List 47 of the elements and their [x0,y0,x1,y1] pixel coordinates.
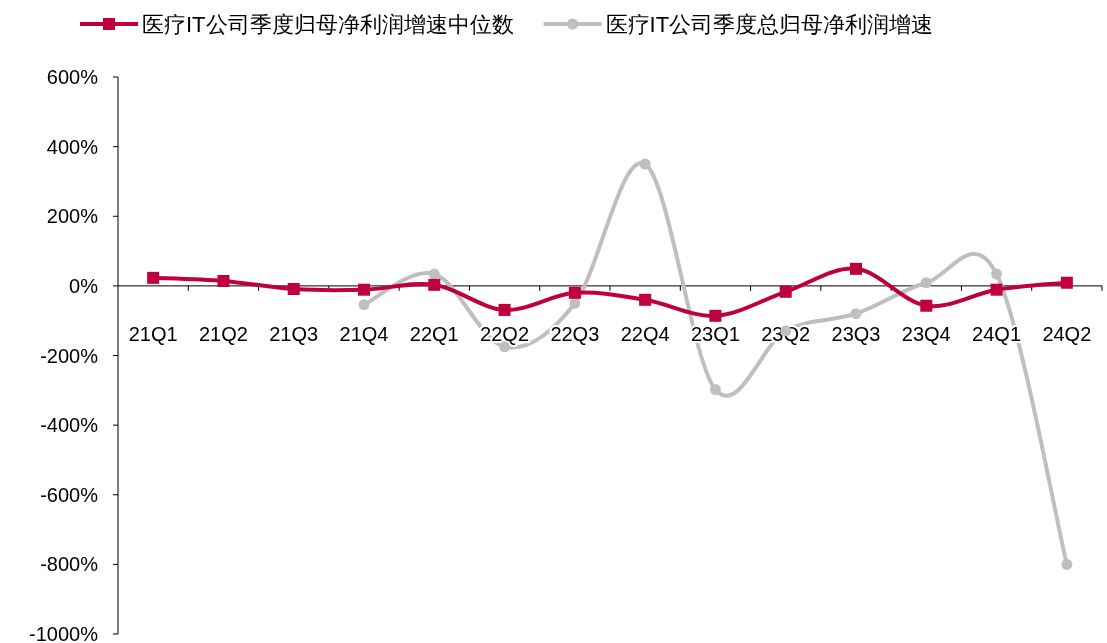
point [147,271,160,284]
x-tick-label: 23Q3 [831,322,881,345]
y-tick-label: -400% [40,414,99,437]
y-tick-label: 200% [46,205,99,228]
legend-label: 医疗IT公司季度归母净利润增速中位数 [142,12,514,37]
y-tick-label: -600% [40,483,99,506]
x-tick-label: 22Q4 [620,322,670,345]
point [990,283,1003,296]
point [779,285,792,298]
point [569,297,581,309]
y-tick-label: -200% [40,344,99,367]
x-tick-label: 21Q2 [198,322,248,345]
point [920,277,932,289]
point [217,275,230,287]
y-tick-label: 400% [46,135,99,158]
x-tick-label: 22Q2 [480,322,530,345]
point [1061,558,1073,570]
point [639,158,651,170]
point [920,299,933,312]
x-tick-label: 21Q1 [128,322,178,345]
point [358,283,370,296]
x-tick-label: 24Q1 [972,322,1022,345]
point [358,299,370,311]
x-tick-label: 22Q1 [409,322,459,345]
point [850,262,862,275]
point [287,283,300,296]
y-tick-label: -1000% [29,623,99,643]
x-tick-label: 24Q2 [1042,322,1092,345]
point [1060,276,1073,289]
legend-label: 医疗IT公司季度总归母净利润增速 [605,12,934,37]
y-tick-label: -800% [40,553,99,576]
x-tick-label: 21Q3 [269,322,319,345]
point [850,308,862,320]
point [498,303,511,316]
y-tick-label: 600% [46,66,99,88]
x-tick-label: 23Q4 [901,322,951,345]
point [709,384,721,396]
point [428,268,440,280]
point [991,268,1003,280]
point [428,278,441,291]
y-tick-label: 0% [69,274,99,297]
x-tick-label: 21Q4 [339,322,389,345]
point [568,286,581,299]
point [709,309,722,322]
point [639,293,652,306]
x-tick-label: 23Q1 [690,322,740,345]
x-tick-label: 22Q3 [550,322,600,345]
